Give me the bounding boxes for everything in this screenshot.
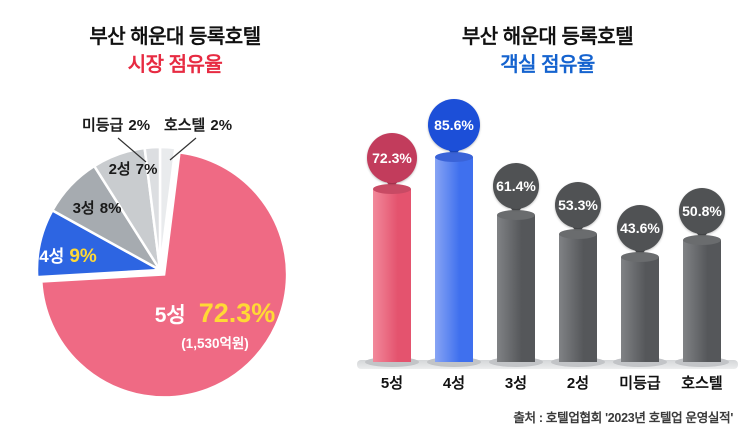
bar-3성 — [497, 209, 535, 362]
pie-label-5star-name: 5성 — [154, 304, 186, 327]
left-title: 부산 해운대 등록호텔 — [89, 26, 261, 48]
bar-호스텔 — [683, 235, 721, 362]
value-bubble-3성: 61.4% — [493, 162, 539, 209]
pie-label-hostel: 호스텔 2% — [146, 114, 250, 135]
bar-chart-baseline — [357, 360, 738, 369]
pie-label-hostel-name: 호스텔 — [163, 117, 206, 134]
pie-label-3star-name: 3성 — [72, 200, 95, 217]
bar-shadow — [613, 357, 667, 367]
value-bubble-4성: 85.6% — [428, 98, 480, 151]
pie-label-5star: 5성 72.3% — [110, 298, 320, 329]
bar-label-2성: 2성 — [566, 375, 590, 392]
bar-label-3성: 3성 — [504, 375, 528, 392]
right-title: 부산 해운대 등록호텔 — [461, 26, 634, 48]
bar-미등급 — [621, 252, 659, 362]
bar-4성 — [435, 151, 473, 362]
bar-category-labels: 5성 4성 3성 2성 미등급 호스텔 — [361, 372, 733, 393]
leader-line-hostel — [169, 137, 197, 161]
bar-5성 — [373, 183, 411, 362]
pie-slice-5성 — [39, 150, 289, 399]
bar-label-4성: 4성 — [442, 375, 466, 392]
pie-label-5star-note: (1,530억원) — [181, 336, 249, 351]
pie-chart — [35, 137, 289, 399]
bar-column-3성: 61.4% — [485, 88, 547, 367]
pie-label-nograde: 미등급 2% — [64, 114, 168, 135]
pie-label-3star: 3성 8% — [50, 197, 144, 218]
bar-top-ellipse — [497, 209, 535, 220]
bar-column-호스텔: 50.8% — [671, 88, 733, 367]
bar-column-5성: 72.3% — [361, 88, 423, 367]
pie-label-4star-name: 4성 — [39, 247, 65, 266]
bar-label-호스텔: 호스텔 — [681, 375, 723, 392]
pie-label-hostel-value: 2% — [210, 117, 233, 134]
bar-shadow — [675, 357, 729, 367]
bar-2성 — [559, 229, 597, 362]
bar-column-미등급: 43.6% — [609, 88, 671, 367]
pie-label-4star-value: 9% — [69, 246, 97, 267]
pie-label-nograde-name: 미등급 — [81, 117, 124, 134]
bar-column-4성: 85.6% — [423, 88, 485, 367]
pie-label-nograde-value: 2% — [128, 117, 151, 134]
bar-shadow — [489, 357, 543, 367]
bar-chart: 72.3% 85.6% 61.4% 53.3% 43.6% 50.8% — [361, 88, 733, 367]
bar-top-ellipse — [435, 151, 473, 162]
occupancy-panel: 부산 해운대 등록호텔 객실 점유율 72.3% 85.6% 61.4% 53.3% 4… — [355, 10, 740, 430]
market-share-panel: 부산 해운대 등록호텔 시장 점유율 미등급 2% 호스텔 2% 2성 7% 3성 8%… — [8, 10, 342, 430]
bar-shadow — [427, 357, 481, 367]
bar-top-ellipse — [683, 235, 721, 246]
leader-line-nograde — [117, 137, 147, 163]
pie-label-2star: 2성 7% — [86, 158, 180, 179]
bar-top-ellipse — [559, 229, 597, 240]
pie-label-3star-value: 8% — [99, 200, 122, 217]
bar-top-ellipse — [373, 183, 411, 194]
pie-slice-미등급 — [143, 145, 162, 271]
value-bubble-2성: 53.3% — [555, 182, 601, 229]
value-bubble-호스텔: 50.8% — [679, 188, 725, 235]
bar-label-5성: 5성 — [380, 375, 404, 392]
right-subtitle: 객실 점유율 — [500, 54, 595, 76]
bar-column-2성: 53.3% — [547, 88, 609, 367]
source-note: 출처 : 호텔업협회 '2023년 호텔업 운영실적' — [513, 411, 733, 425]
bar-label-미등급: 미등급 — [619, 375, 661, 392]
pie-label-2star-name: 2성 — [108, 161, 131, 178]
value-bubble-5성: 72.3% — [367, 132, 417, 183]
pie-label-2star-value: 7% — [135, 161, 158, 178]
left-subtitle: 시장 점유율 — [127, 54, 223, 76]
bar-shadow — [365, 357, 419, 367]
value-bubble-미등급: 43.6% — [617, 205, 663, 252]
pie-label-4star: 4성 9% — [20, 242, 116, 268]
bar-top-ellipse — [621, 252, 659, 263]
pie-label-5star-value: 72.3% — [198, 298, 276, 328]
bar-shadow — [551, 357, 605, 367]
